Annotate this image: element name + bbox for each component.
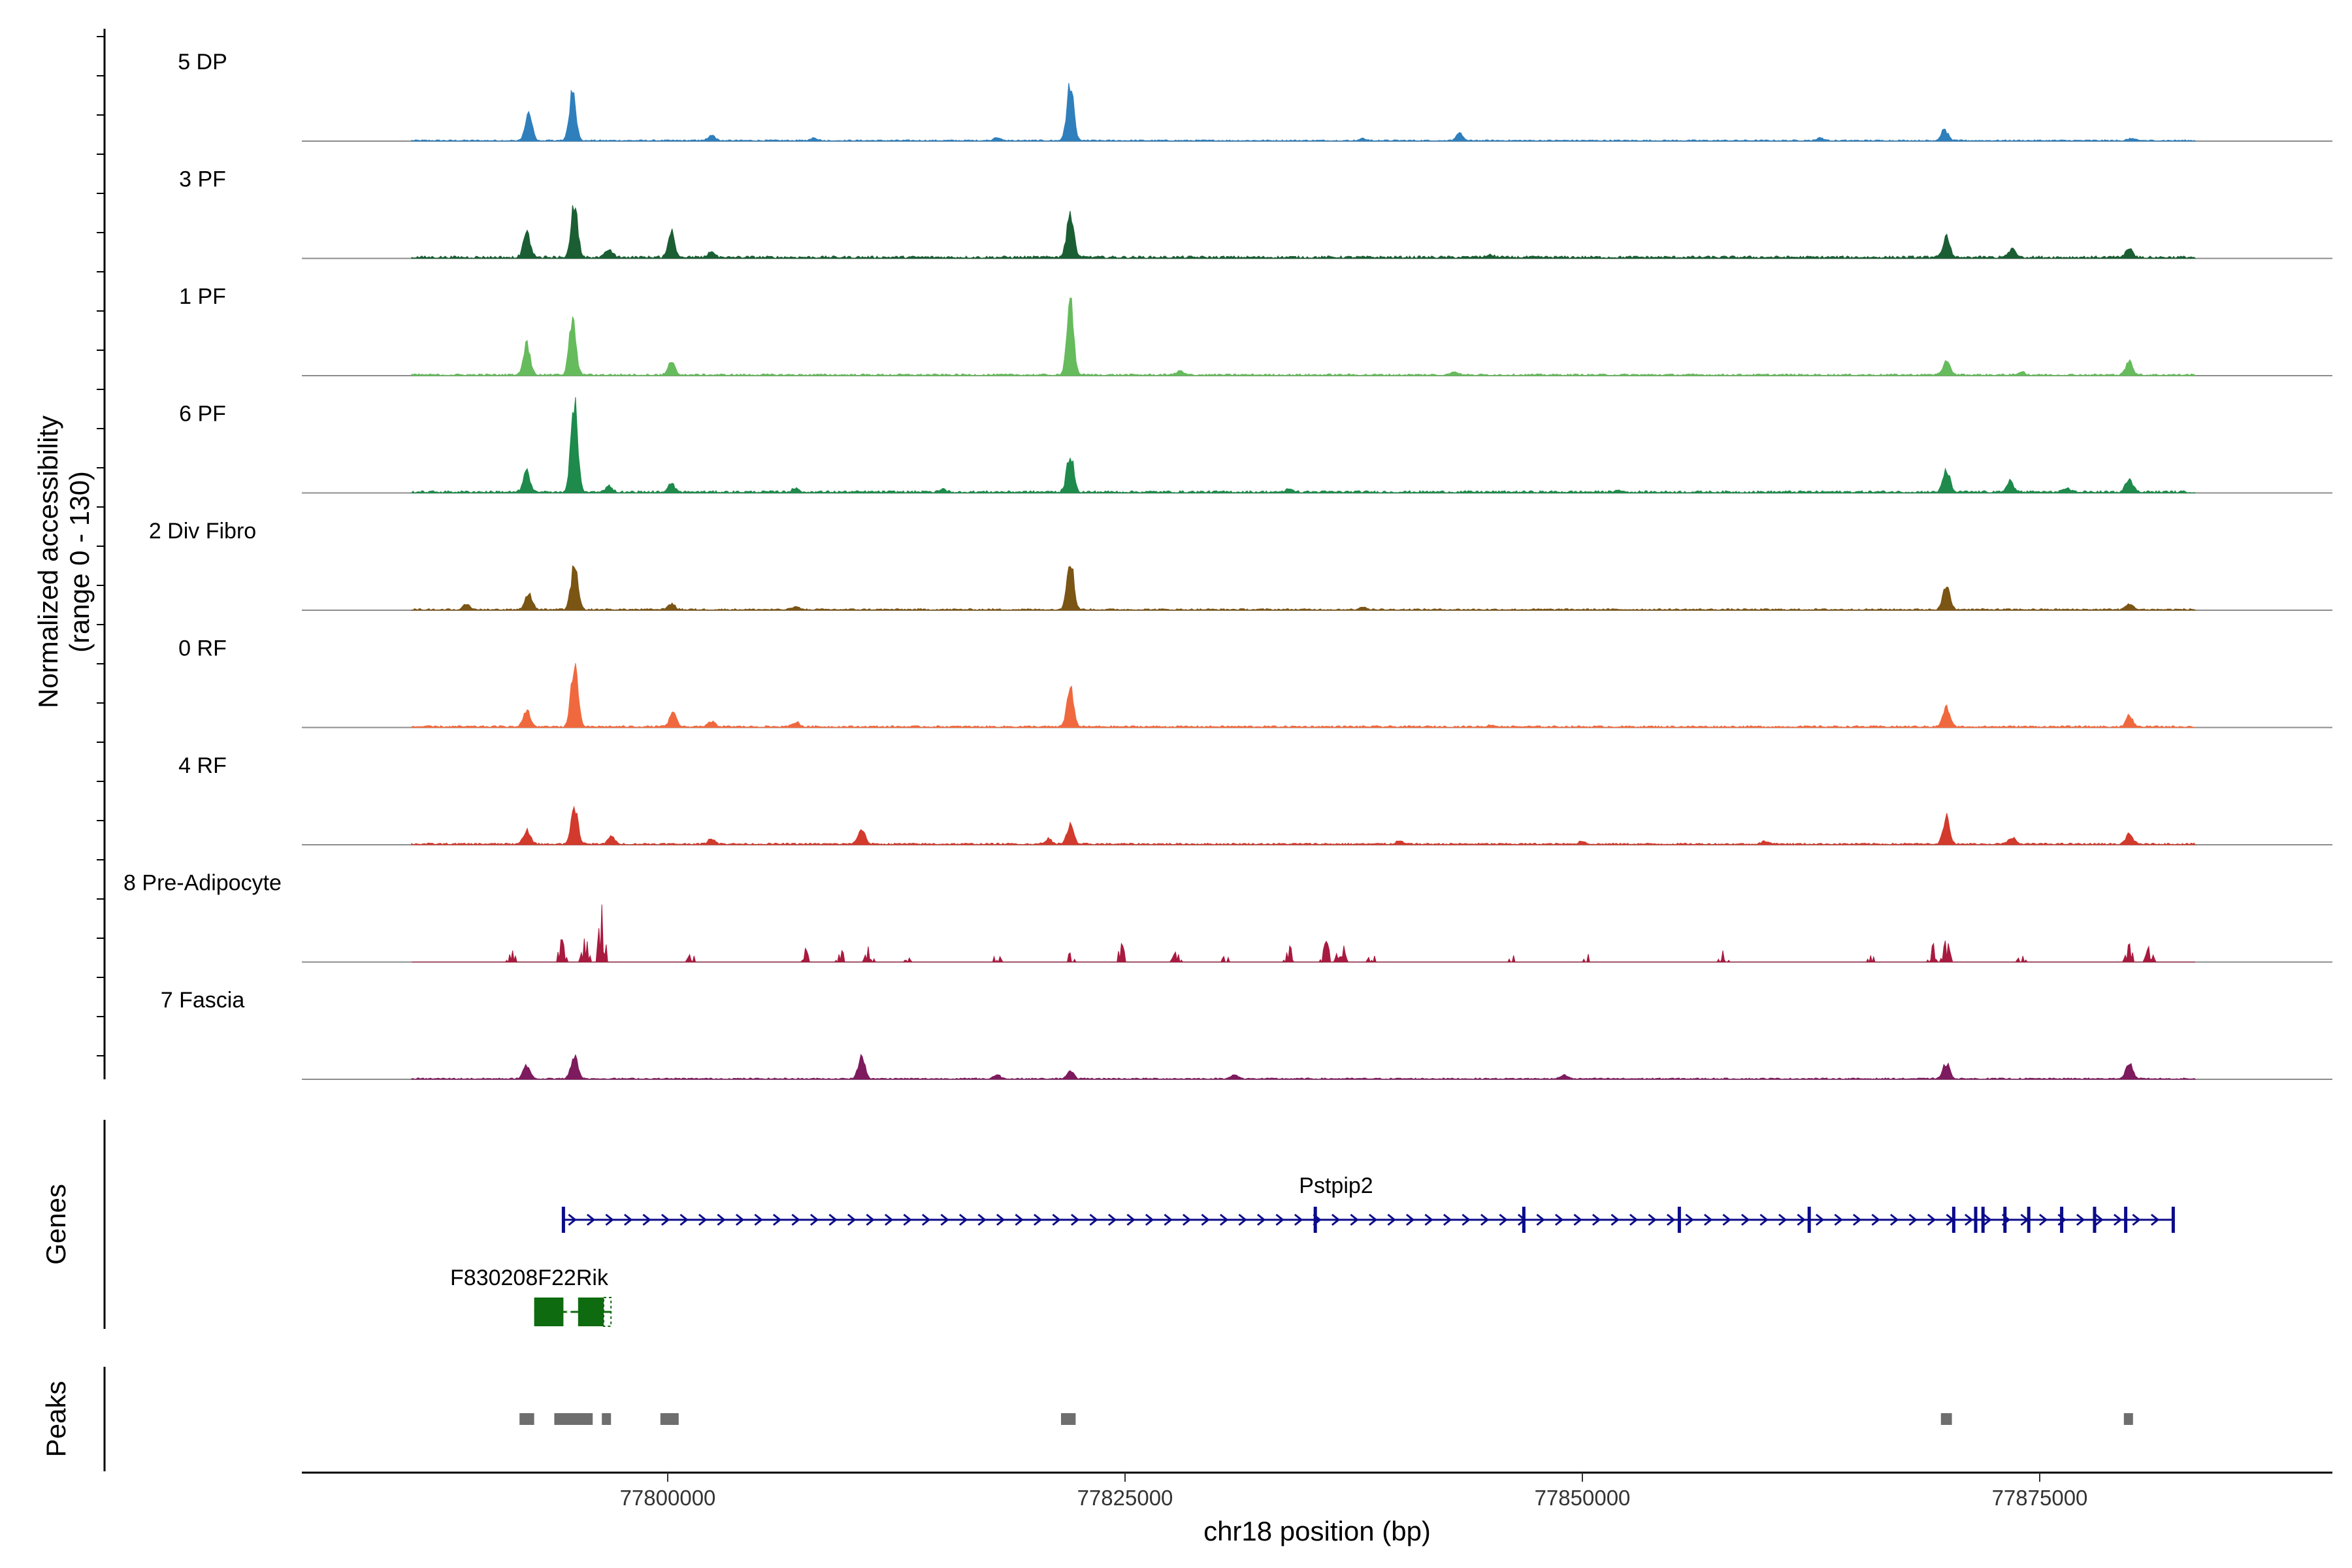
x-tick-label: 77875000 (1992, 1486, 2088, 1510)
track-0-rf: 0 RF (178, 636, 2332, 728)
track-2-div-fibro: 2 Div Fibro (149, 519, 2332, 611)
y-axis-title-line1: Normalized accessibility (33, 416, 63, 708)
gene-pstpip2: Pstpip2 (561, 1173, 2175, 1233)
x-tick-label: 77800000 (620, 1486, 716, 1510)
gene-label: F830208F22Rik (450, 1266, 609, 1290)
coverage-area (411, 83, 2197, 142)
gene-exon-block (534, 1298, 564, 1326)
peak-region (1061, 1413, 1076, 1425)
coverage-area (411, 806, 2196, 845)
x-tick-label: 77825000 (1077, 1486, 1173, 1510)
track-3-pf: 3 PF (179, 167, 2332, 259)
strand-arrow (566, 1305, 577, 1318)
x-axis-ticks: 77800000 77825000 77850000 77875000 (620, 1473, 2088, 1510)
gene-utr-block (603, 1297, 612, 1327)
peak-region (660, 1413, 679, 1425)
genes-track-label: Genes (41, 1184, 71, 1265)
coverage-area (411, 397, 2196, 494)
track-label: 2 Div Fibro (149, 519, 256, 544)
track-label: 4 RF (178, 753, 227, 778)
peaks-track-label: Peaks (41, 1381, 71, 1458)
y-axis-title-line2: (range 0 - 130) (64, 471, 95, 653)
track-label: 6 PF (179, 402, 226, 427)
gene-exon-block (578, 1298, 604, 1326)
peak-region (519, 1413, 534, 1425)
x-tick-label: 77850000 (1535, 1486, 1631, 1510)
track-label: 1 PF (179, 284, 226, 309)
gene-label: Pstpip2 (1299, 1173, 1373, 1198)
track-5-dp: 5 DP (178, 50, 2332, 142)
coverage-area (411, 663, 2196, 728)
track-label: 8 Pre-Adipocyte (123, 871, 282, 896)
peak-region (1940, 1413, 1952, 1425)
coverage-area (411, 205, 2197, 259)
x-axis-title: chr18 position (bp) (1203, 1516, 1431, 1546)
track-label: 0 RF (178, 636, 227, 661)
gene-f830208f22rik: F830208F22Rik (450, 1266, 612, 1327)
peak-track (519, 1413, 2133, 1425)
coverage-area (411, 297, 2197, 376)
coverage-tracks: 5 DP 3 PF 1 PF 6 PF 2 Div Fibro 0 RF 4 RF 8 Pre… (123, 50, 2332, 1080)
coverage-y-ticks (97, 36, 105, 1056)
track-4-rf: 4 RF (178, 753, 2332, 845)
track-1-pf: 1 PF (179, 284, 2332, 376)
gene-track: Pstpip2 F830208F22Rik (450, 1173, 2175, 1327)
coverage-area (411, 565, 2197, 611)
track-label: 5 DP (178, 50, 227, 74)
coverage-area (412, 904, 2195, 964)
coverage-area (411, 1053, 2197, 1080)
peak-region (2123, 1413, 2133, 1425)
peak-region (554, 1413, 593, 1425)
track-8-pre-adipocyte: 8 Pre-Adipocyte (123, 871, 2332, 964)
track-label: 7 Fascia (161, 988, 245, 1013)
track-label: 3 PF (179, 167, 226, 192)
peak-region (602, 1413, 612, 1425)
track-6-pf: 6 PF (179, 397, 2332, 494)
strand-arrows (568, 1213, 2160, 1226)
track-7-fascia: 7 Fascia (161, 988, 2332, 1080)
